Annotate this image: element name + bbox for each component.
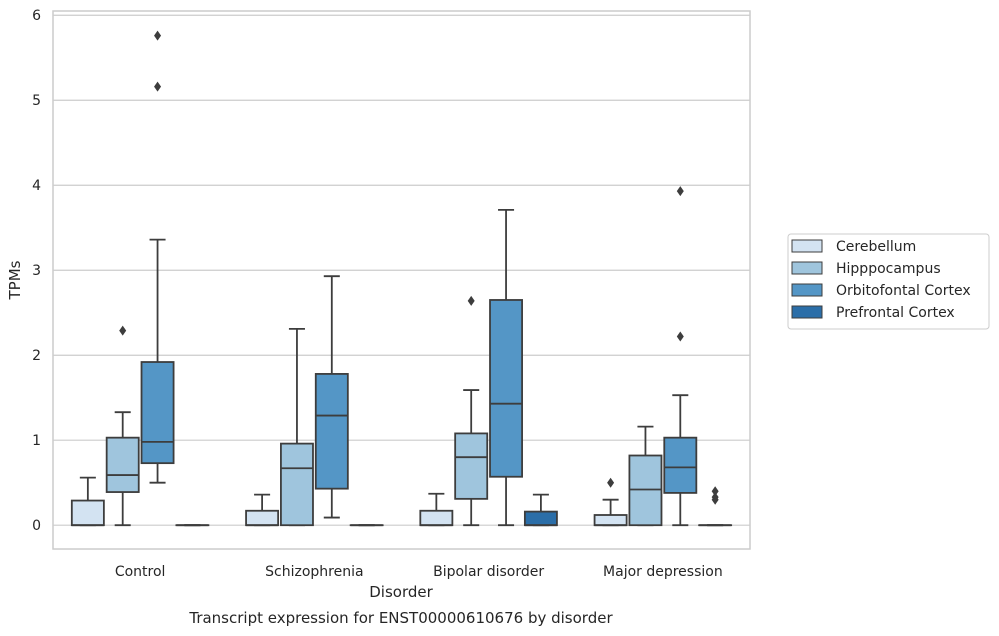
box-iqr <box>523 510 558 527</box>
box-orbitofontal-cortex <box>663 186 698 527</box>
box-prefrontal-cortex <box>523 493 558 527</box>
box-orbitofontal-cortex <box>140 30 175 484</box>
legend-items: Cerebellum Hipppocampus Orbitofontal Corte… <box>791 239 971 321</box>
boxes <box>70 30 733 527</box>
box-iqr <box>245 509 280 527</box>
box-iqr <box>454 432 489 500</box>
legend-swatch <box>791 305 823 319</box>
box-orbitofontal-cortex <box>314 275 349 519</box>
box-cerebellum <box>593 477 628 527</box>
outlier-point <box>467 295 475 306</box>
y-tick-label: 2 <box>32 348 41 364</box>
y-axis-title: TPMs <box>6 260 24 300</box>
x-tick-label: Major depression <box>603 564 723 580</box>
y-tick-label: 1 <box>32 433 41 449</box>
chart-caption: Transcript expression for ENST0000061067… <box>188 609 613 627</box>
y-tick-label: 0 <box>32 518 41 534</box>
legend-swatch <box>791 239 823 253</box>
box-prefrontal-cortex <box>698 486 733 527</box>
outlier-point <box>154 30 162 41</box>
x-tick-labels: Control Schizophrenia Bipolar disorder Majo… <box>115 564 723 580</box>
box-iqr <box>70 499 105 527</box>
plot-area-frame <box>52 10 751 550</box>
x-tick-label: Schizophrenia <box>265 564 363 580</box>
outlier-point <box>676 186 684 197</box>
box-iqr <box>489 299 523 478</box>
legend: Cerebellum Hipppocampus Orbitofontal Corte… <box>787 233 990 330</box>
legend-swatch <box>791 261 823 275</box>
x-tick-label: Control <box>115 564 166 580</box>
box-iqr <box>140 361 175 465</box>
legend-label: Orbitofontal Cortex <box>836 283 971 299</box>
legend-frame <box>787 233 990 330</box>
box-hipppocampus <box>628 425 663 527</box>
box-iqr <box>105 436 140 493</box>
box-iqr <box>419 509 454 527</box>
outlier-point <box>711 486 719 497</box>
outlier-point <box>154 81 162 92</box>
y-tick-label: 5 <box>32 93 41 109</box>
box-iqr <box>593 514 628 527</box>
box-iqr <box>314 373 349 490</box>
x-tick-label: Bipolar disorder <box>433 564 544 580</box>
box-hipppocampus <box>280 327 314 527</box>
box-cerebellum <box>70 476 105 527</box>
box-orbitofontal-cortex <box>489 208 523 527</box>
box-hipppocampus <box>454 295 489 527</box>
outlier-point <box>676 331 684 342</box>
y-tick-label: 6 <box>32 8 41 24</box>
x-axis-title: Disorder <box>369 583 433 601</box>
outlier-point <box>711 492 719 503</box>
legend-label: Cerebellum <box>836 239 916 255</box>
outlier-point <box>607 477 615 488</box>
box-cerebellum <box>245 493 280 527</box>
outlier-point <box>119 325 127 336</box>
legend-label: Prefrontal Cortex <box>836 305 955 321</box>
box-iqr <box>280 442 314 527</box>
box-cerebellum <box>419 492 454 527</box>
box-hipppocampus <box>105 325 140 527</box>
y-tick-label: 3 <box>32 263 41 279</box>
legend-swatch <box>791 283 823 297</box>
box-iqr <box>663 436 698 494</box>
legend-label: Hipppocampus <box>836 261 941 277</box>
y-tick-labels: 0 1 2 3 4 5 6 <box>32 8 41 534</box>
y-tick-label: 4 <box>32 178 41 194</box>
